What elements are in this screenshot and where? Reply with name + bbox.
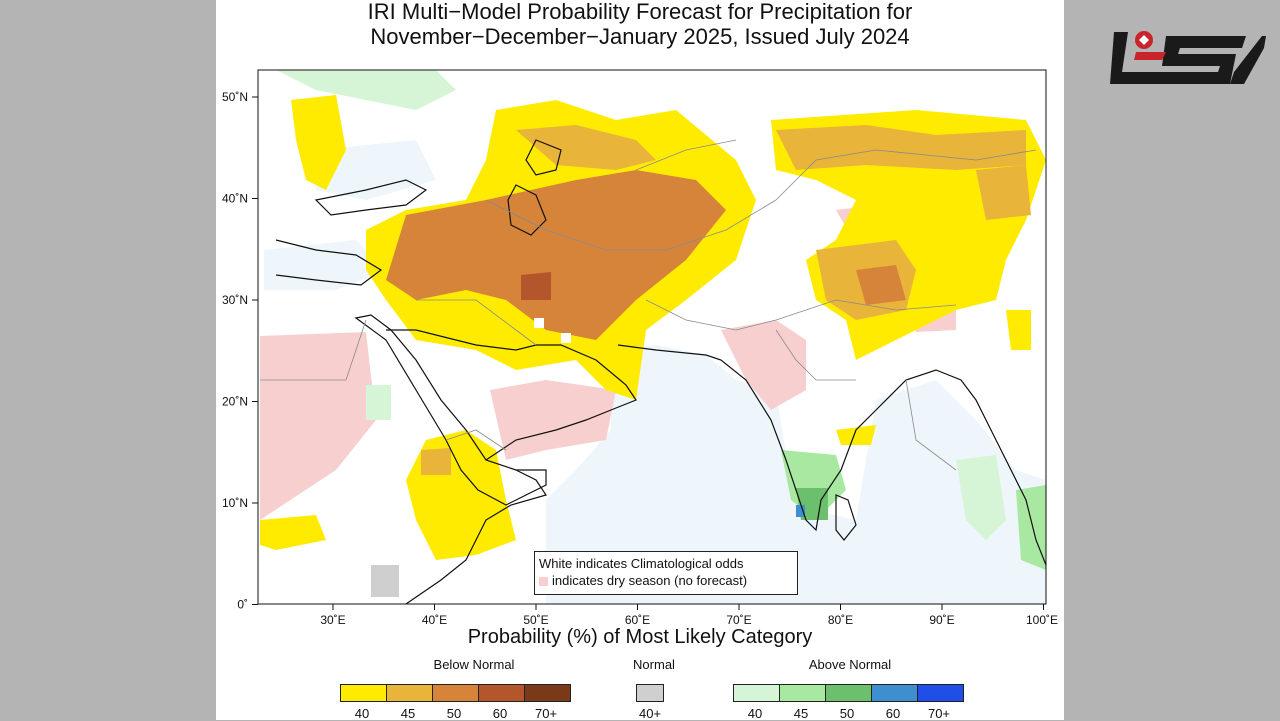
above-normal-swatch [733,684,780,702]
note-climatological: White indicates Climatological odds [539,556,744,571]
dry-season-arabia [490,380,616,460]
latitude-label: 0˚ [237,598,248,612]
below-50-iran-afghanistan [386,170,726,340]
note-dry-season-row: indicates dry season (no forecast) [539,572,793,589]
longitude-axis: 30˚E 40˚E 50˚E 60˚E 70˚E 80˚E 90˚E 100˚E [320,604,1058,627]
below-40-bay [836,425,876,445]
legend-normal-label: Normal [633,657,675,672]
below-40-myanmar [1006,310,1031,350]
coastlines [275,139,1046,604]
above-45-malaysia [1016,485,1046,570]
map-title-line-2: November−December−January 2025, Issued J… [370,24,910,49]
normal-tick-label: 40+ [638,706,662,721]
above-normal-tick-label: 60 [885,706,901,721]
below-normal-tick-label: 60 [492,706,508,721]
below-50-yangtze [856,265,906,305]
precipitation-map: 50˚N 40˚N 30˚N 20˚N 10˚N 0˚ 30˚E 40˚E 50˚E 60˚E 7… [222,69,1058,627]
above-40-red-sea [366,385,391,420]
below-45-northeast-china [976,165,1031,220]
below-45-ethiopia [421,448,451,475]
longitude-label: 100˚E [1026,613,1058,627]
legend-above-normal-label: Above Normal [808,657,892,672]
clim-hole-2 [561,333,571,343]
probability-axis-title: Probability (%) of Most Likely Category [467,626,813,648]
above-normal-tick-label: 50 [839,706,855,721]
longitude-label: 30˚E [320,613,345,627]
above-40-southeast-asia [956,455,1006,540]
below-normal-swatch [432,684,479,702]
above-normal-tick-label: 45 [793,706,809,721]
below-normal-tick-label: 45 [400,706,416,721]
below-40-sahel [260,515,326,550]
map-frame [257,69,1047,605]
above-normal-swatch [779,684,826,702]
clim-hole-1 [534,318,544,328]
longitude-label: 60˚E [625,613,650,627]
legend-note-box: White indicates Climatological odds indi… [534,551,798,595]
latitude-axis: 50˚N 40˚N 30˚N 20˚N 10˚N 0˚ [222,90,258,612]
below-normal-tick-label: 70+ [534,706,558,721]
below-normal-swatch [524,684,571,702]
below-normal-tick-label: 40 [354,706,370,721]
above-normal-tick-label: 70+ [927,706,951,721]
below-normal-tick-label: 50 [446,706,462,721]
below-normal-swatch [478,684,525,702]
latitude-label: 30˚N [222,293,248,307]
forecast-figure: IRI Multi−Model Probability Forecast for… [216,0,1064,721]
latitude-label: 10˚N [222,496,248,510]
latitude-label: 20˚N [222,395,248,409]
dry-season-swatch [539,577,548,586]
above-normal-swatch [917,684,964,702]
below-normal-swatch [340,684,387,702]
longitude-label: 90˚E [929,613,954,627]
indian-ocean-climatology [546,345,1046,604]
normal-40-east-africa [371,565,399,597]
longitude-label: 50˚E [523,613,548,627]
map-layers [258,70,1046,604]
logo-mark [1110,31,1266,84]
longitude-label: 70˚E [726,613,751,627]
longitude-label: 40˚E [422,613,447,627]
latitude-label: 50˚N [222,90,248,104]
news-site-logo [1110,31,1266,84]
above-normal-swatch [825,684,872,702]
below-normal-swatch [386,684,433,702]
above-45-south-india [781,450,846,520]
normal-swatch [636,684,664,702]
below-40-eastern-europe [291,95,346,190]
legend-below-normal-label: Below Normal [433,657,515,672]
map-title-line-1: IRI Multi−Model Probability Forecast for… [367,0,913,24]
above-normal-swatch [871,684,918,702]
note-dry-season: indicates dry season (no forecast) [552,573,748,588]
above-40-north [276,70,456,110]
above-normal-tick-label: 40 [747,706,763,721]
latitude-label: 40˚N [222,192,248,206]
below-60-iran [521,272,551,300]
below-45-kazakhstan [516,125,656,170]
longitude-label: 80˚E [828,613,853,627]
black-sea-climatology [316,140,436,200]
dry-season-sahara [260,332,376,520]
country-borders [260,139,1037,471]
above-60-kerala [796,505,805,517]
